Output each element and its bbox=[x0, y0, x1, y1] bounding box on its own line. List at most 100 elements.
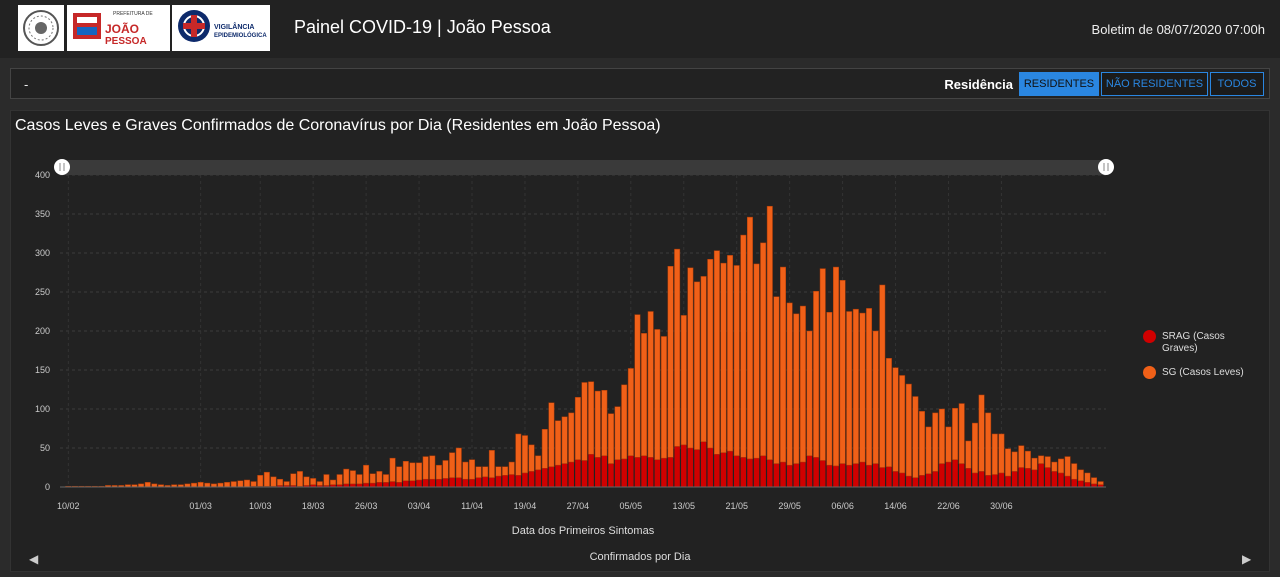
bar-sg[interactable] bbox=[1024, 450, 1031, 469]
previous-arrow-icon[interactable]: ◀ bbox=[29, 552, 39, 566]
bar-sg[interactable] bbox=[952, 407, 959, 460]
bar-sg[interactable] bbox=[270, 476, 277, 487]
bar-sg[interactable] bbox=[998, 433, 1005, 474]
bar-srag[interactable] bbox=[1058, 472, 1064, 487]
bar-srag[interactable] bbox=[495, 476, 502, 487]
bar-srag[interactable] bbox=[449, 477, 455, 487]
bar-sg[interactable] bbox=[938, 408, 945, 464]
bar-srag[interactable] bbox=[826, 465, 833, 487]
bar-sg[interactable] bbox=[601, 390, 608, 457]
bar-sg[interactable] bbox=[581, 382, 588, 461]
bar-srag[interactable] bbox=[1025, 468, 1031, 487]
bar-sg[interactable] bbox=[819, 268, 826, 461]
bar-sg[interactable] bbox=[1038, 455, 1045, 464]
bar-srag[interactable] bbox=[919, 475, 925, 487]
bar-srag[interactable] bbox=[383, 482, 389, 487]
bar-srag[interactable] bbox=[568, 462, 574, 487]
bar-srag[interactable] bbox=[502, 475, 508, 487]
bar-sg[interactable] bbox=[806, 330, 813, 457]
bar-srag[interactable] bbox=[780, 462, 786, 487]
bar-sg[interactable] bbox=[839, 280, 846, 464]
bar-sg[interactable] bbox=[720, 262, 727, 453]
bar-srag[interactable] bbox=[727, 451, 733, 487]
zoom-scrollbar-track[interactable] bbox=[62, 160, 1106, 175]
bar-srag[interactable] bbox=[595, 457, 601, 487]
bar-sg[interactable] bbox=[515, 433, 522, 476]
bar-srag[interactable] bbox=[959, 463, 965, 487]
bar-srag[interactable] bbox=[1078, 480, 1084, 487]
bar-sg[interactable] bbox=[356, 474, 363, 485]
bar-sg[interactable] bbox=[852, 308, 859, 464]
bar-srag[interactable] bbox=[879, 467, 886, 488]
bar-sg[interactable] bbox=[462, 461, 469, 480]
bar-srag[interactable] bbox=[681, 444, 687, 487]
bar-srag[interactable] bbox=[932, 471, 938, 487]
bar-srag[interactable] bbox=[475, 477, 482, 487]
bar-sg[interactable] bbox=[667, 266, 674, 458]
bar-srag[interactable] bbox=[283, 485, 290, 487]
bar-srag[interactable] bbox=[800, 462, 806, 487]
bar-srag[interactable] bbox=[508, 474, 515, 487]
bar-srag[interactable] bbox=[462, 479, 469, 487]
bar-sg[interactable] bbox=[978, 394, 985, 472]
bar-srag[interactable] bbox=[1045, 467, 1051, 488]
bar-sg[interactable] bbox=[402, 461, 409, 482]
bar-srag[interactable] bbox=[555, 465, 561, 487]
bar-srag[interactable] bbox=[978, 471, 985, 487]
bar-sg[interactable] bbox=[323, 474, 330, 486]
bar-srag[interactable] bbox=[912, 477, 919, 487]
bar-srag[interactable] bbox=[972, 472, 978, 487]
bar-sg[interactable] bbox=[455, 447, 462, 478]
bar-srag[interactable] bbox=[442, 478, 449, 487]
bar-sg[interactable] bbox=[674, 248, 681, 447]
bar-srag[interactable] bbox=[939, 463, 945, 487]
bar-sg[interactable] bbox=[1071, 463, 1078, 480]
bar-srag[interactable] bbox=[667, 457, 674, 487]
bar-sg[interactable] bbox=[872, 330, 879, 464]
bar-srag[interactable] bbox=[899, 472, 905, 487]
bar-sg[interactable] bbox=[905, 383, 912, 477]
bar-srag[interactable] bbox=[323, 485, 330, 487]
bar-srag[interactable] bbox=[992, 474, 998, 487]
bar-srag[interactable] bbox=[634, 457, 641, 487]
bar-sg[interactable] bbox=[561, 416, 568, 464]
bar-sg[interactable] bbox=[316, 481, 323, 486]
bar-srag[interactable] bbox=[853, 463, 859, 487]
bar-srag[interactable] bbox=[1091, 483, 1097, 487]
bar-sg[interactable] bbox=[197, 482, 204, 488]
bar-srag[interactable] bbox=[396, 482, 402, 487]
bar-srag[interactable] bbox=[561, 463, 568, 487]
bar-sg[interactable] bbox=[237, 480, 244, 488]
bar-sg[interactable] bbox=[634, 314, 641, 458]
bar-sg[interactable] bbox=[310, 478, 317, 485]
bar-srag[interactable] bbox=[700, 441, 707, 487]
bar-sg[interactable] bbox=[654, 329, 661, 460]
bar-srag[interactable] bbox=[720, 452, 727, 487]
bar-srag[interactable] bbox=[416, 479, 422, 487]
next-arrow-icon[interactable]: ▶ bbox=[1242, 552, 1252, 566]
bar-sg[interactable] bbox=[700, 276, 707, 443]
bar-srag[interactable] bbox=[866, 465, 872, 487]
bar-sg[interactable] bbox=[263, 471, 270, 487]
bar-sg[interactable] bbox=[508, 461, 515, 475]
bar-sg[interactable] bbox=[217, 482, 224, 488]
bar-srag[interactable] bbox=[1064, 476, 1071, 487]
bar-sg[interactable] bbox=[495, 466, 502, 477]
bar-srag[interactable] bbox=[1031, 469, 1038, 487]
bar-sg[interactable] bbox=[204, 482, 211, 488]
bar-srag[interactable] bbox=[575, 459, 581, 487]
bar-sg[interactable] bbox=[1058, 458, 1064, 474]
bar-srag[interactable] bbox=[482, 476, 488, 487]
bar-srag[interactable] bbox=[654, 459, 661, 487]
bar-sg[interactable] bbox=[687, 267, 694, 449]
bar-srag[interactable] bbox=[370, 483, 376, 487]
bar-sg[interactable] bbox=[303, 476, 310, 486]
bar-sg[interactable] bbox=[475, 466, 482, 478]
bar-srag[interactable] bbox=[661, 458, 667, 487]
bar-sg[interactable] bbox=[343, 468, 350, 485]
bar-sg[interactable] bbox=[1044, 456, 1051, 468]
bar-sg[interactable] bbox=[144, 482, 151, 488]
bar-srag[interactable] bbox=[621, 458, 627, 487]
bar-sg[interactable] bbox=[574, 397, 581, 460]
bar-sg[interactable] bbox=[965, 440, 972, 469]
